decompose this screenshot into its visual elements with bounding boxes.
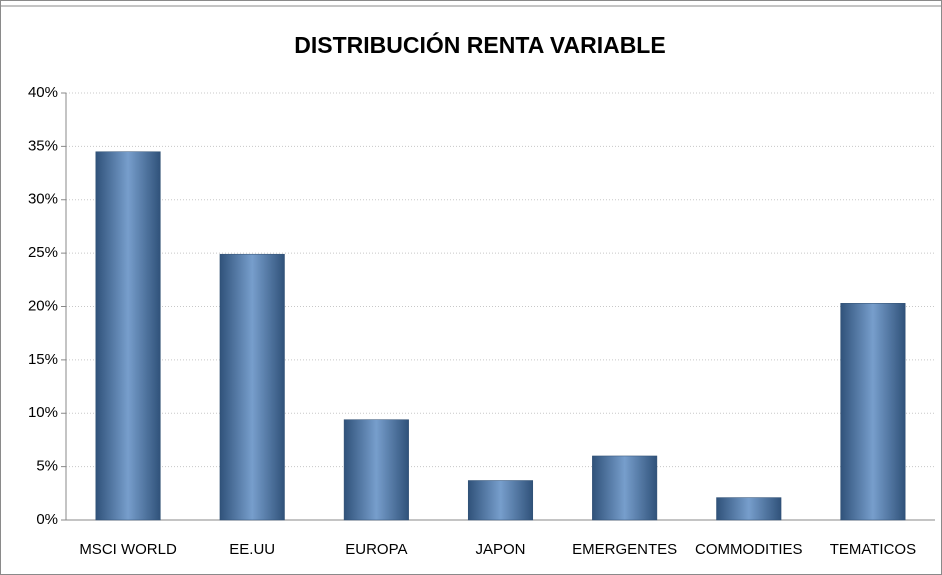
y-tick-label: 25% [28,244,58,261]
y-tick-label: 20% [28,297,58,314]
bar [467,480,534,521]
y-tick-label: 15% [28,351,58,368]
bar [343,419,409,521]
y-tick-label: 5% [36,458,58,475]
x-tick-label: TEMATICOS [830,541,916,558]
bar [716,497,782,521]
x-tick-label: EE.UU [229,541,275,558]
y-tick-label: 35% [28,137,58,154]
bar [95,151,161,521]
x-tick-label: EUROPA [345,541,407,558]
bar [840,303,906,521]
x-tick-label: JAPON [475,541,525,558]
y-tick-label: 30% [28,191,58,208]
bar [219,253,285,521]
y-tick-label: 10% [28,404,58,421]
y-tick-label: 40% [28,84,58,101]
x-tick-label: MSCI WORLD [79,541,177,558]
chart-title: DISTRIBUCIÓN RENTA VARIABLE [294,31,665,58]
x-tick-label: EMERGENTES [572,541,677,558]
bar [592,455,658,521]
y-tick-label: 0% [36,511,58,528]
x-tick-label: COMMODITIES [695,541,803,558]
